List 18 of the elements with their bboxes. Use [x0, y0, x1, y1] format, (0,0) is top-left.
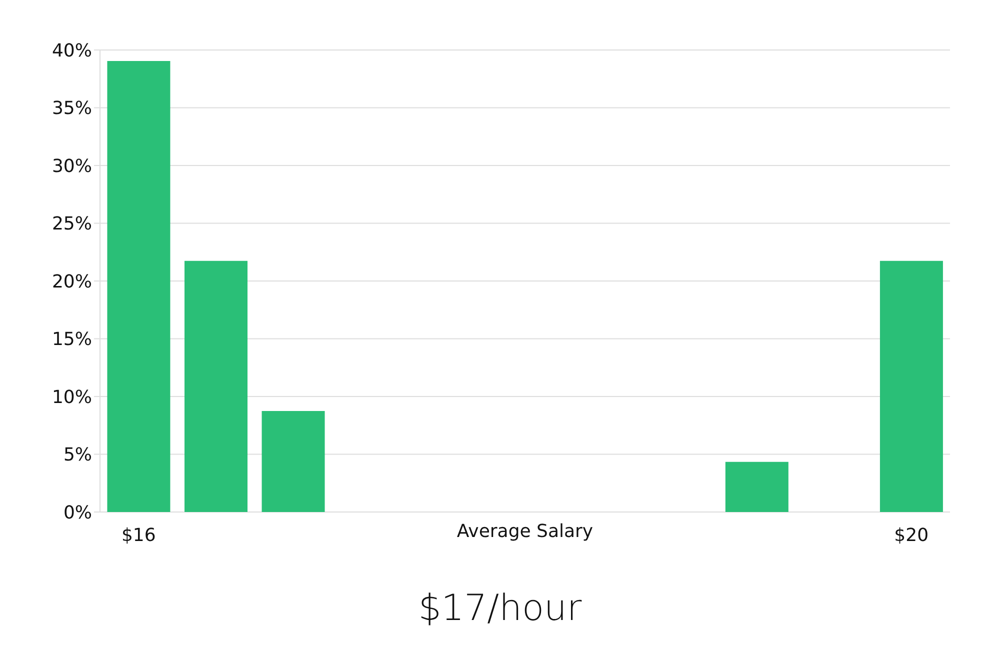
x-tick-label: $20	[894, 524, 929, 546]
x-axis-title: Average Salary	[456, 520, 594, 542]
text: $17/hour	[417, 588, 583, 629]
y-tick-label: 0%	[63, 502, 92, 524]
bar	[262, 411, 325, 512]
bar	[880, 260, 943, 512]
y-tick-label: 35%	[52, 98, 92, 120]
bar	[107, 61, 170, 512]
y-tick-label: 5%	[63, 444, 92, 466]
x-tick-label: $16	[121, 524, 156, 546]
y-tick-label: 30%	[52, 156, 92, 177]
y-tick-label: 25%	[52, 214, 92, 235]
y-tick-label: 40%	[52, 40, 92, 62]
y-tick-label: 10%	[52, 386, 92, 408]
y-tick-label: 15%	[52, 329, 92, 350]
bar	[725, 462, 788, 512]
y-tick-label: 20%	[52, 271, 92, 292]
bar	[184, 260, 248, 512]
